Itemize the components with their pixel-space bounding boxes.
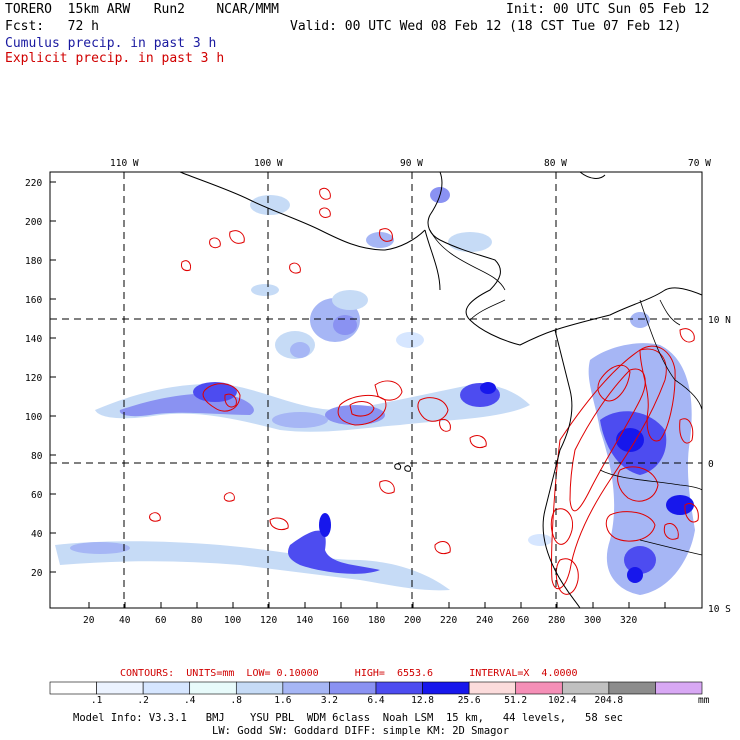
x-tick-label: 60 [155, 615, 167, 626]
y-tick-label: 140 [25, 334, 42, 345]
forecast-hour: Fcst: 72 h [5, 19, 99, 34]
y-tick-marks [50, 181, 56, 573]
model-physics: LW: Godd SW: Goddard DIFF: simple KM: 2D… [212, 725, 510, 737]
colorbar-cell [655, 681, 703, 695]
colorbar-cell [515, 681, 563, 695]
x-tick-label: 240 [476, 615, 493, 626]
colorbar-cell [49, 681, 97, 695]
y-tick-label: 220 [25, 178, 42, 189]
colorbar-cell [282, 681, 330, 695]
x-tick-label: 180 [368, 615, 385, 626]
colorbar-label: 102.4 [548, 695, 577, 705]
lon-label: 70 W [688, 158, 711, 169]
colorbar-cell [422, 681, 470, 695]
colorbar-label: .8 [231, 695, 243, 705]
x-tick-label: 120 [260, 615, 277, 626]
colorbar-cell [189, 681, 237, 695]
lat-label: 0 [708, 459, 714, 470]
x-tick-marks [88, 602, 666, 608]
colorbar-cell [96, 681, 144, 695]
colorbar-cell [142, 681, 191, 695]
legend-explicit: Explicit precip. in past 3 h [5, 51, 225, 66]
colorbar-label: 3.2 [321, 695, 338, 705]
x-tick-label: 260 [512, 615, 529, 626]
model-title: TORERO 15km ARW Run2 NCAR/MMM [5, 2, 279, 17]
x-tick-label: 100 [224, 615, 241, 626]
colorbar-label: .1 [91, 695, 103, 705]
cumulus-precip-field [55, 187, 695, 595]
colorbar: .1.2.4.8 1.6 3.2 6.4 12.8 25.6 51.2 102.4 204.8 … [49, 681, 710, 705]
colorbar-labels: .1 .2 .4 .8 1.6 3.2 6.4 12.8 25.6 51.2 102.4 204.8 [91, 695, 624, 705]
init-time: Init: 00 UTC Sun 05 Feb 12 [506, 2, 710, 17]
x-tick-label: 280 [548, 615, 565, 626]
colorbar-label: .2 [137, 695, 148, 705]
latlon-grid [50, 172, 702, 608]
colorbar-cell [375, 681, 423, 695]
y-tick-label: 100 [25, 412, 42, 423]
colorbar-cell [235, 681, 284, 695]
colorbar-unit: mm [698, 695, 710, 705]
contours-info: CONTOURS: UNITS=mm LOW= 0.10000 HIGH= 65… [120, 668, 578, 679]
y-tick-label: 20 [31, 568, 43, 579]
y-tick-label: 200 [25, 217, 42, 228]
x-tick-label: 80 [191, 615, 203, 626]
colorbar-label: 204.8 [595, 695, 624, 705]
valid-time: Valid: 00 UTC Wed 08 Feb 12 (18 CST Tue … [290, 19, 682, 34]
colorbar-label: 6.4 [367, 695, 384, 705]
x-tick-label: 160 [332, 615, 349, 626]
y-tick-label: 180 [25, 256, 42, 267]
x-tick-label: 300 [584, 615, 601, 626]
y-tick-label: 120 [25, 373, 42, 384]
x-tick-label: 200 [404, 615, 421, 626]
x-tick-label: 20 [83, 615, 95, 626]
x-tick-label: 140 [296, 615, 313, 626]
x-tick-label: 320 [620, 615, 637, 626]
model-info: Model Info: V3.3.1 BMJ YSU PBL WDM 6clas… [73, 712, 623, 724]
country-borders [429, 229, 703, 556]
y-tick-label: 40 [31, 529, 43, 540]
y-tick-label: 80 [31, 451, 43, 462]
colorbar-label: 51.2 [504, 695, 527, 705]
lon-label: 100 W [254, 158, 283, 169]
lon-label: 110 W [110, 158, 139, 169]
lat-label: 10 S [708, 604, 731, 615]
x-tick-label: 40 [119, 615, 131, 626]
colorbar-cell [561, 681, 610, 695]
colorbar-label: 12.8 [411, 695, 434, 705]
y-tick-label: 60 [31, 490, 43, 501]
x-tick-label: 220 [440, 615, 457, 626]
coastlines [179, 171, 703, 609]
colorbar-cell [468, 681, 517, 695]
lon-label: 80 W [544, 158, 567, 169]
colorbar-cells [49, 681, 703, 695]
colorbar-cell [608, 681, 656, 695]
y-tick-label: 160 [25, 295, 42, 306]
explicit-precip-contours [149, 187, 699, 595]
colorbar-cell [329, 681, 377, 695]
lat-label: 10 N [708, 315, 731, 326]
lon-label: 90 W [400, 158, 423, 169]
colorbar-label: 1.6 [274, 695, 291, 705]
map-border [49, 171, 703, 609]
colorbar-label: .4 [184, 695, 196, 705]
legend-cumulus: Cumulus precip. in past 3 h [5, 36, 217, 51]
colorbar-label: 25.6 [458, 695, 481, 705]
